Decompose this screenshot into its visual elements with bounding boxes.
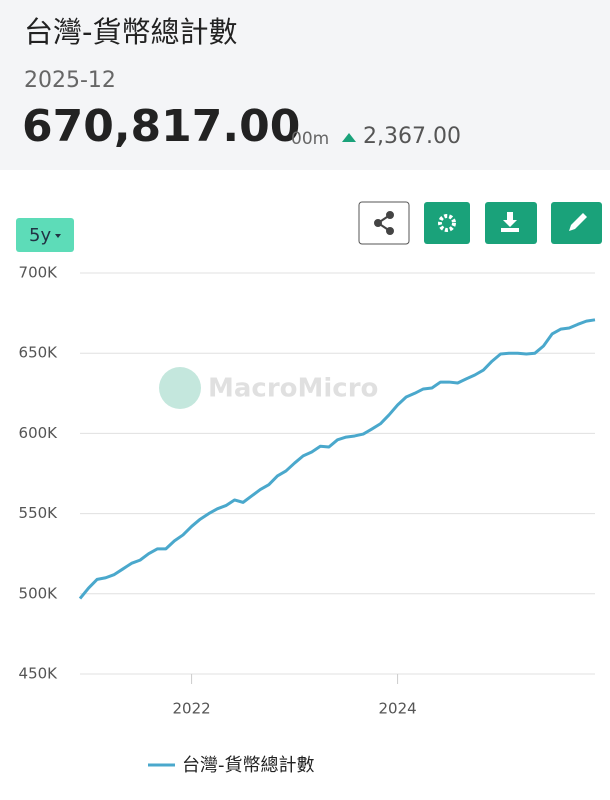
y-tick-label: 500K — [19, 584, 59, 602]
caret — [55, 234, 61, 238]
y-tick-label: 600K — [19, 424, 59, 442]
title: 台灣-貨幣總計數 — [24, 15, 237, 49]
latest-value: 670,817.00 — [22, 101, 300, 152]
header-bg — [0, 0, 610, 170]
gear-icon — [438, 214, 456, 232]
y-tick-label: 650K — [19, 344, 59, 362]
legend-label: 台灣-貨幣總計數 — [182, 755, 315, 776]
edit-icon — [569, 213, 587, 231]
download-icon — [501, 212, 519, 232]
change: 2,367.00 — [363, 124, 461, 149]
range-label: 5y — [29, 225, 51, 246]
y-tick-label: 450K — [19, 665, 59, 683]
date: 2025-12 — [24, 68, 116, 93]
series-line — [78, 318, 596, 600]
share-icon — [374, 211, 394, 235]
plot: 450K 500K 550K 600K 650K 700K 2022 2024 — [19, 264, 596, 718]
x-tick-label: 2024 — [378, 700, 416, 718]
share-button[interactable] — [358, 201, 410, 245]
settings-button[interactable] — [424, 202, 470, 244]
watermark: MacroMicro — [159, 367, 378, 409]
y-tick-label: 700K — [19, 264, 59, 282]
up-arrow — [342, 133, 356, 142]
watermark-logo — [159, 367, 201, 409]
x-tick-label: 2022 — [172, 700, 210, 718]
unit: 00m — [291, 129, 329, 149]
range-button[interactable] — [16, 218, 74, 252]
watermark-text: MacroMicro — [208, 374, 378, 404]
y-tick-label: 550K — [19, 504, 59, 522]
